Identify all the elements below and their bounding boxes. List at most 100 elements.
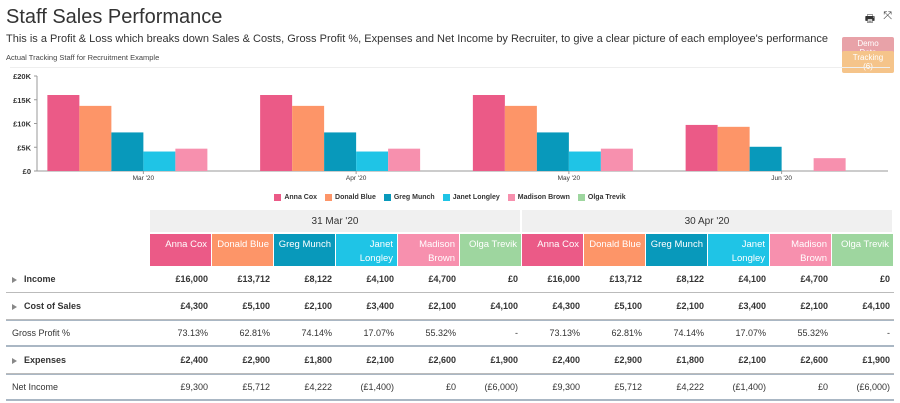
table-cell: £4,100 <box>708 266 770 293</box>
bar-greg-munch <box>536 132 569 171</box>
table-cell: £0 <box>398 374 460 401</box>
legend-label: Donald Blue <box>335 194 376 201</box>
table-cell: £8,122 <box>274 266 336 293</box>
period-header: 30 Apr '20 <box>522 210 894 232</box>
table-cell: £13,712 <box>212 266 274 293</box>
legend-swatch <box>442 194 450 201</box>
table-cell: £2,600 <box>398 347 460 374</box>
bar-greg-munch <box>324 132 357 171</box>
table-cell: £2,100 <box>708 347 770 374</box>
table-cell: £4,222 <box>274 374 336 401</box>
row-label: Net Income <box>6 374 150 401</box>
bar-janet-longley <box>356 151 389 171</box>
staff-header[interactable]: Janet Longley <box>708 232 770 266</box>
table-cell: - <box>832 320 894 347</box>
table-cell: £1,800 <box>646 347 708 374</box>
staff-header[interactable]: Olga Trevik <box>460 232 522 266</box>
table-cell: 17.07% <box>708 320 770 347</box>
table-cell: 74.14% <box>646 320 708 347</box>
bar-madison-brown <box>175 148 208 171</box>
legend-item[interactable]: Donald Blue <box>325 194 376 201</box>
staff-header[interactable]: Greg Munch <box>646 232 708 266</box>
table-cell: (£1,400) <box>336 374 398 401</box>
legend-label: Olga Trevik <box>587 194 626 201</box>
row-label[interactable]: Cost of Sales <box>6 293 150 320</box>
table-cell: £2,100 <box>646 293 708 320</box>
table-cell: 55.32% <box>770 320 832 347</box>
legend-swatch <box>274 194 282 201</box>
table-cell: £4,222 <box>646 374 708 401</box>
table-cell: £4,700 <box>398 266 460 293</box>
page-subtitle: Actual Tracking Staff for Recruitment Ex… <box>6 53 160 62</box>
expand-triangle-icon[interactable] <box>12 357 17 364</box>
legend-label: Anna Cox <box>284 194 318 201</box>
table-row: Gross Profit % 73.13% 62.81% 74.14% 17.07% 55… <box>6 320 894 347</box>
table-row[interactable]: Expenses £2,400 £2,900 £1,800 £2,100 £2,600 £1… <box>6 347 894 374</box>
table-cell: £0 <box>832 266 894 293</box>
y-tick-label: £10K <box>13 120 32 129</box>
legend-swatch <box>383 194 391 201</box>
row-label[interactable]: Expenses <box>6 347 150 374</box>
table-cell: £0 <box>460 266 522 293</box>
x-tick-label: Apr '20 <box>346 175 367 182</box>
row-label: Gross Profit % <box>6 320 150 347</box>
table-cell: £2,400 <box>522 347 584 374</box>
legend-item[interactable]: Anna Cox <box>274 194 317 201</box>
row-label-text: Expenses <box>24 355 67 365</box>
bar-anna-cox <box>47 95 80 171</box>
bar-donald-blue <box>292 105 325 171</box>
print-icon[interactable]: 🖶 <box>864 13 876 25</box>
row-label[interactable]: Income <box>6 266 150 293</box>
legend-item[interactable]: Janet Longley <box>442 194 500 201</box>
table-cell: £2,100 <box>398 293 460 320</box>
table-cell: £4,100 <box>336 266 398 293</box>
table-row[interactable]: Income £16,000 £13,712 £8,122 £4,100 £4,700 £0… <box>6 266 894 293</box>
bar-donald-blue <box>504 105 537 171</box>
staff-header[interactable]: Madison Brown <box>770 232 832 266</box>
staff-header[interactable]: Anna Cox <box>522 232 584 266</box>
table-cell: £2,900 <box>212 347 274 374</box>
legend-item[interactable]: Greg Munch <box>383 194 435 201</box>
staff-header[interactable]: Donald Blue <box>584 232 646 266</box>
staff-header[interactable]: Olga Trevik <box>832 232 894 266</box>
legend-label: Madison Brown <box>517 194 570 201</box>
x-tick-label: May '20 <box>558 175 581 182</box>
staff-header[interactable]: Janet Longley <box>336 232 398 266</box>
bar-anna-cox <box>685 124 718 171</box>
staff-header[interactable]: Madison Brown <box>398 232 460 266</box>
table-cell: 62.81% <box>584 320 646 347</box>
table-cell: £4,300 <box>522 293 584 320</box>
bar-greg-munch <box>749 146 782 171</box>
legend-item[interactable]: Olga Trevik <box>577 194 626 201</box>
expand-triangle-icon[interactable] <box>12 276 17 283</box>
table-row[interactable]: Cost of Sales £4,300 £5,100 £2,100 £3,400 £2,… <box>6 293 894 320</box>
legend-swatch <box>507 194 515 201</box>
chart-legend: Anna Cox Donald Blue Greg Munch Janet Longl… <box>0 194 900 201</box>
staff-header[interactable]: Donald Blue <box>212 232 274 266</box>
staff-header[interactable]: Greg Munch <box>274 232 336 266</box>
legend-label: Janet Longley <box>452 194 500 201</box>
toolbar: 🖶 ⤧ <box>865 10 892 29</box>
x-tick-label: Jun '20 <box>771 175 792 182</box>
y-tick-label: £20K <box>13 72 32 81</box>
table-cell: £5,100 <box>212 293 274 320</box>
y-tick-label: £15K <box>13 96 32 105</box>
bar-madison-brown <box>600 148 633 171</box>
row-label-text: Net Income <box>12 382 59 392</box>
table-cell: 17.07% <box>336 320 398 347</box>
table-cell: £0 <box>770 374 832 401</box>
bar-chart: £0 £5K £10K £15K £20K Mar '20 Apr '20 May '20 Ju… <box>13 72 888 182</box>
table-cell: £2,100 <box>274 293 336 320</box>
table-cell: £8,122 <box>646 266 708 293</box>
table-cell: £16,000 <box>150 266 212 293</box>
expand-icon[interactable]: ⤧ <box>883 10 892 22</box>
divider <box>10 67 890 68</box>
legend-item[interactable]: Madison Brown <box>507 194 570 201</box>
staff-header-row: Anna Cox Donald Blue Greg Munch Janet Longl… <box>6 232 894 266</box>
table-cell: - <box>460 320 522 347</box>
table-cell: £2,400 <box>150 347 212 374</box>
staff-header[interactable]: Anna Cox <box>150 232 212 266</box>
table-cell: £16,000 <box>522 266 584 293</box>
expand-triangle-icon[interactable] <box>12 303 17 310</box>
row-label-text: Cost of Sales <box>24 301 82 311</box>
